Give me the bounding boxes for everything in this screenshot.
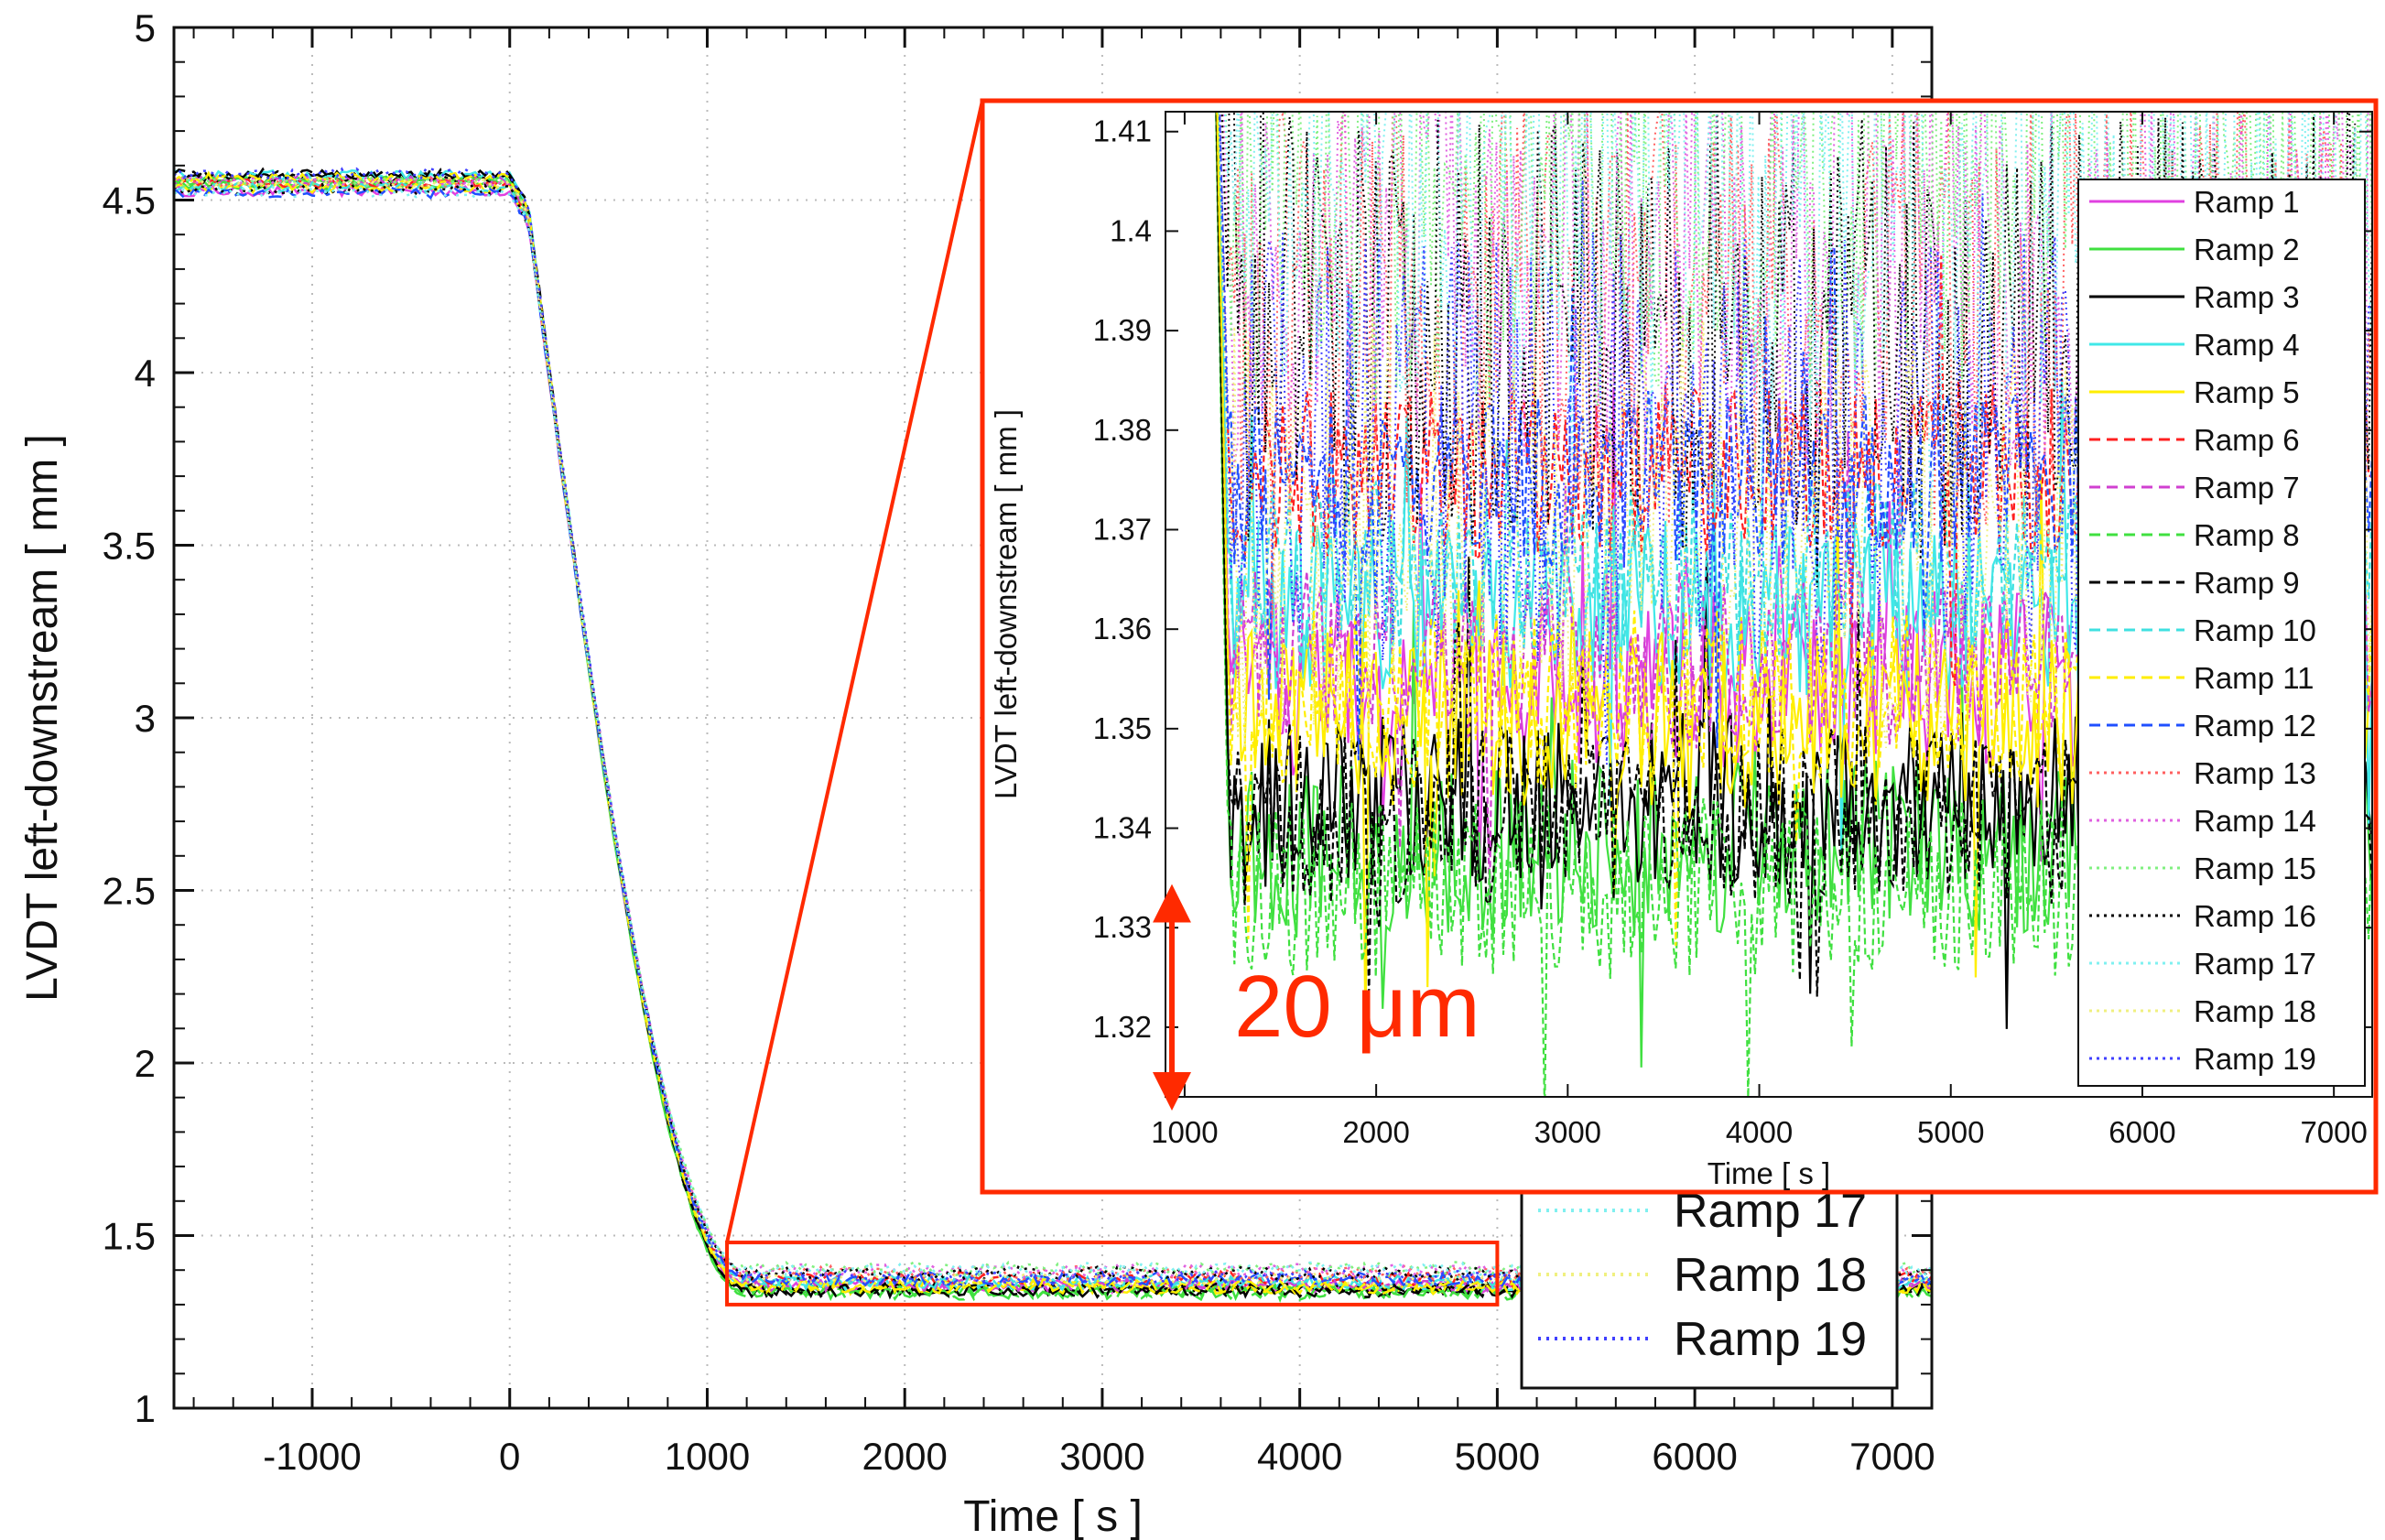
main-x-tick-label: -1000 [263, 1435, 361, 1478]
main-y-tick-label: 4.5 [103, 179, 156, 222]
inset-y-tick-label: 1.35 [1093, 711, 1152, 745]
inset-legend-label: Ramp 16 [2194, 899, 2316, 933]
inset-y-tick-label: 1.39 [1093, 313, 1152, 347]
main-x-tick-label: 2000 [862, 1435, 947, 1478]
main-y-tick-label: 1.5 [103, 1215, 156, 1258]
main-x-tick-label: 5000 [1455, 1435, 1540, 1478]
inset-legend-label: Ramp 6 [2194, 423, 2300, 457]
inset-y-tick-label: 1.34 [1093, 811, 1152, 845]
inset-x-tick-label: 2000 [1342, 1115, 1409, 1149]
zoom-connector-line [725, 100, 984, 1243]
main-legend-box [1520, 1179, 1899, 1390]
inset-x-axis-label: Time [ s ] [1707, 1156, 1830, 1190]
inset-legend-label: Ramp 14 [2194, 804, 2316, 838]
inset-legend-label: Ramp 3 [2194, 280, 2300, 314]
inset-y-tick-label: 1.32 [1093, 1010, 1152, 1044]
inset-legend-label: Ramp 7 [2194, 471, 2300, 504]
inset-y-tick-label: 1.33 [1093, 910, 1152, 944]
main-x-tick-label: 6000 [1652, 1435, 1737, 1478]
inset-plot: 1000 2000 3000 4000 5000 6000 7000 1.321.331.3… [980, 98, 2379, 1195]
inset-legend-label: Ramp 15 [2194, 851, 2316, 885]
inset-plot-frame [1165, 111, 2373, 1098]
inset-x-tick-label: 4000 [1726, 1115, 1793, 1149]
scale-annotation: 20 μm [1234, 958, 1480, 1056]
main-y-tick-label: 4 [135, 352, 156, 395]
main-x-tick-label: 3000 [1059, 1435, 1144, 1478]
inset-series-line [1215, 112, 2372, 1097]
main-series-line [173, 175, 1933, 1281]
inset-legend: Ramp 1 Ramp 2 Ramp 3 Ramp 4 Ramp 5 Ramp 6 Ramp… [2077, 179, 2366, 1087]
main-series-line [173, 170, 1933, 1296]
inset-x-tick-label: 3000 [1534, 1115, 1601, 1149]
inset-y-tick-label: 1.41 [1093, 114, 1152, 148]
inset-y-tick-label: 1.4 [1110, 213, 1152, 247]
inset-legend-label: Ramp 12 [2194, 709, 2316, 743]
main-y-tick-label: 5 [135, 6, 156, 49]
inset-legend-label: Ramp 1 [2194, 185, 2300, 219]
main-series-line [173, 186, 1933, 1289]
main-y-tick-label: 1 [135, 1387, 156, 1430]
inset-legend-box [2077, 179, 2366, 1087]
inset-legend-label: Ramp 10 [2194, 613, 2316, 647]
inset-legend-label: Ramp 2 [2194, 233, 2300, 266]
main-x-axis-label: Time [ s ] [963, 1492, 1143, 1540]
main-x-tick-labels: -1000 0 1000 2000 3000 4000 5000 6000 7000 [263, 1435, 1935, 1478]
inset-y-tick-labels: 1.32 1.33 1.34 1.35 1.36 1.37 1.38 1.39 1.4 1.41 [1093, 114, 1152, 1044]
inset-x-tick-label: 5000 [1917, 1115, 1984, 1149]
main-legend-label: Ramp 18 [1674, 1249, 1867, 1302]
main-series-line [173, 174, 1933, 1278]
main-x-tick-label: 4000 [1257, 1435, 1342, 1478]
inset-y-tick-label: 1.37 [1093, 512, 1152, 546]
inset-x-tick-label: 1000 [1151, 1115, 1218, 1149]
inset-x-tick-labels: 1000 2000 3000 4000 5000 6000 7000 [1151, 1115, 2368, 1149]
main-y-tick-label: 3 [135, 697, 156, 740]
inset-legend-label: Ramp 9 [2194, 566, 2300, 600]
inset-legend-label: Ramp 4 [2194, 328, 2300, 362]
main-x-tick-label: 1000 [665, 1435, 750, 1478]
inset-x-tick-label: 7000 [2300, 1115, 2367, 1149]
main-y-tick-label: 2.5 [103, 870, 156, 913]
zoom-region-box [725, 1241, 1500, 1307]
inset-legend-label: Ramp 17 [2194, 947, 2316, 981]
main-y-tick-label: 3.5 [103, 525, 156, 568]
inset-legend-label: Ramp 13 [2194, 756, 2316, 790]
main-x-tick-label: 0 [499, 1435, 520, 1478]
main-y-tick-label: 2 [135, 1042, 156, 1085]
inset-series-line [1219, 112, 2372, 765]
main-legend-label: Ramp 19 [1674, 1313, 1867, 1366]
inset-legend-label: Ramp 19 [2194, 1042, 2316, 1076]
inset-legend-label: Ramp 8 [2194, 518, 2300, 552]
main-y-tick-labels: 1 1.5 2 2.5 3 3.5 4 4.5 5 [103, 6, 156, 1430]
inset-legend-label: Ramp 18 [2194, 994, 2316, 1028]
inset-legend-label: Ramp 11 [2194, 661, 2314, 695]
main-x-tick-label: 7000 [1849, 1435, 1935, 1478]
inset-y-axis-label: LVDT left-downstream [ mm ] [989, 409, 1023, 799]
inset-legend-label: Ramp 5 [2194, 375, 2300, 409]
inset-x-tick-label: 6000 [2109, 1115, 2175, 1149]
inset-y-tick-label: 1.38 [1093, 413, 1152, 447]
inset-legend-items: Ramp 1 Ramp 2 Ramp 3 Ramp 4 Ramp 5 Ramp 6 Ramp… [2089, 185, 2316, 1076]
main-y-axis-label: LVDT left-downstream [ mm ] [18, 434, 67, 1002]
inset-y-tick-label: 1.36 [1093, 612, 1152, 645]
main-series-line [173, 185, 1934, 1279]
